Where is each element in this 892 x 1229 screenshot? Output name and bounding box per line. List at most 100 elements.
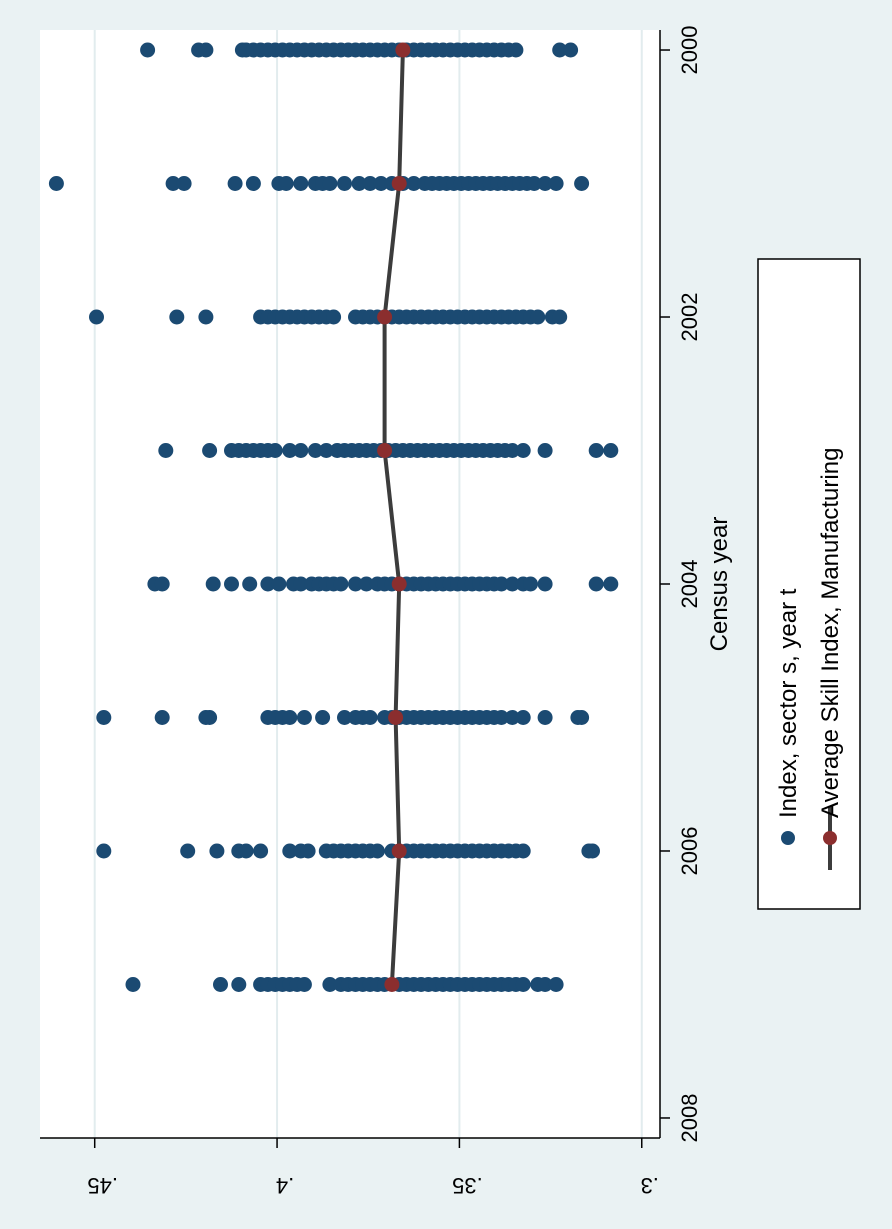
- scatter-point-238: [537, 710, 553, 725]
- scatter-point-123: [158, 443, 174, 458]
- y-ticks: .3 .35 .4 .45: [87, 1138, 659, 1198]
- scatter-point-249: [300, 843, 316, 859]
- scatter-point-41: [508, 42, 524, 58]
- scatter-point-202: [537, 576, 553, 592]
- scatter-point-276: [515, 843, 531, 859]
- x-tick-label-2: 2004: [677, 560, 702, 609]
- scatter-point-47: [227, 176, 243, 191]
- x-tick-label-1: 2002: [677, 293, 702, 342]
- scatter-point-171: [271, 576, 287, 592]
- y-tick-label-2: .4: [276, 1173, 294, 1198]
- scatter-point-43: [563, 42, 579, 58]
- scatter-point-50: [278, 176, 294, 191]
- x-ticks: 2000 2002 2004 2006 2008: [660, 26, 702, 1142]
- y-tick-label-1: .35: [452, 1173, 483, 1198]
- y-tick-label-0: .3: [641, 1173, 659, 1198]
- scatter-point-245: [238, 843, 254, 859]
- scatter-point-164: [603, 443, 619, 458]
- legend-marker-scatter: [781, 831, 795, 845]
- scatter-point-206: [154, 710, 170, 725]
- scatter-point-54: [322, 176, 338, 191]
- scatter-point-133: [293, 443, 309, 458]
- scatter-point-45: [165, 176, 181, 191]
- x-tick-label-0: 2000: [677, 26, 702, 75]
- scatter-point-218: [362, 710, 378, 725]
- scatter-point-132: [282, 443, 298, 458]
- scatter-point-213: [296, 710, 312, 725]
- scatter-point-247: [282, 843, 298, 859]
- scatter-point-278: [585, 843, 600, 859]
- scatter-point-235: [493, 710, 509, 725]
- scatter-point-314: [515, 977, 531, 992]
- legend-label-average: Average Skill Index, Manufacturing: [817, 448, 844, 818]
- legend-box: [757, 258, 861, 910]
- scatter-point-279: [125, 977, 141, 992]
- average-point-7: [384, 977, 400, 992]
- scatter-point-169: [242, 576, 258, 592]
- scatter-point-48: [245, 176, 261, 191]
- scatter-point-162: [537, 443, 553, 458]
- scatter-point-208: [202, 710, 218, 725]
- scatter-point-289: [322, 977, 338, 992]
- scatter-point-246: [253, 843, 269, 859]
- scatter-point-280: [213, 977, 228, 992]
- average-line-series: [377, 42, 411, 992]
- scatter-point-135: [318, 443, 334, 458]
- scatter-point-317: [548, 977, 564, 992]
- scatter-point-58: [373, 176, 389, 191]
- scatter-point-77: [526, 176, 542, 191]
- scatter-point-237: [515, 710, 531, 725]
- scatter-point-51: [293, 176, 309, 191]
- scatter-point-199: [504, 576, 520, 592]
- scatter-point-57: [362, 176, 378, 191]
- scatter-point-173: [293, 576, 309, 592]
- scatter-point-44: [48, 176, 64, 191]
- scatter-point-316: [537, 977, 553, 992]
- scatter-point-178: [333, 576, 349, 592]
- x-tick-label-3: 2006: [677, 827, 702, 876]
- scatter-point-160: [504, 443, 520, 458]
- scatter-point-61: [406, 176, 422, 191]
- scatter-point-205: [96, 710, 112, 725]
- legend-label-scatter: Index, sector s, year t: [775, 588, 802, 818]
- scatter-point-0: [140, 42, 156, 58]
- scatter-point-241: [96, 843, 112, 859]
- average-point-6: [391, 843, 407, 859]
- scatter-point-236: [504, 710, 520, 725]
- average-point-4: [391, 576, 407, 592]
- scatter-point-212: [282, 710, 298, 725]
- average-point-0: [395, 42, 411, 58]
- scatter-point-203: [588, 576, 604, 592]
- scatter-point-170: [260, 576, 276, 592]
- scatter-point-131: [267, 443, 283, 458]
- scatter-point-240: [574, 710, 590, 725]
- scatter-point-81: [89, 309, 104, 325]
- scatter-point-83: [198, 309, 214, 325]
- scatter-point-167: [205, 576, 221, 592]
- scatter-point-215: [337, 710, 352, 725]
- x-tick-label-4: 2008: [677, 1093, 702, 1142]
- scatter-point-242: [180, 843, 196, 859]
- scatter-point-288: [296, 977, 312, 992]
- scatter-point-204: [603, 576, 619, 592]
- scatter-point-82: [169, 309, 185, 325]
- scatter-point-78: [537, 176, 553, 191]
- average-point-2: [377, 309, 393, 325]
- scatter-point-2: [198, 42, 214, 58]
- scatter-point-243: [209, 843, 225, 859]
- legend-marker-average: [823, 831, 837, 845]
- scatter-point-257: [369, 843, 385, 859]
- legend: Index, sector s, year t Average Skill In…: [757, 258, 861, 910]
- x-axis-title: Census year: [706, 517, 733, 652]
- scatter-point-134: [307, 443, 323, 458]
- scatter-point-55: [337, 176, 352, 191]
- scatter-point-42: [552, 42, 568, 58]
- average-point-1: [391, 176, 407, 191]
- scatter-point-281: [231, 977, 247, 992]
- scatter-point-163: [588, 443, 604, 458]
- scatter-point-214: [315, 710, 331, 725]
- scatter-point-46: [176, 176, 192, 191]
- average-point-3: [377, 443, 393, 458]
- scatter-point-94: [326, 309, 342, 325]
